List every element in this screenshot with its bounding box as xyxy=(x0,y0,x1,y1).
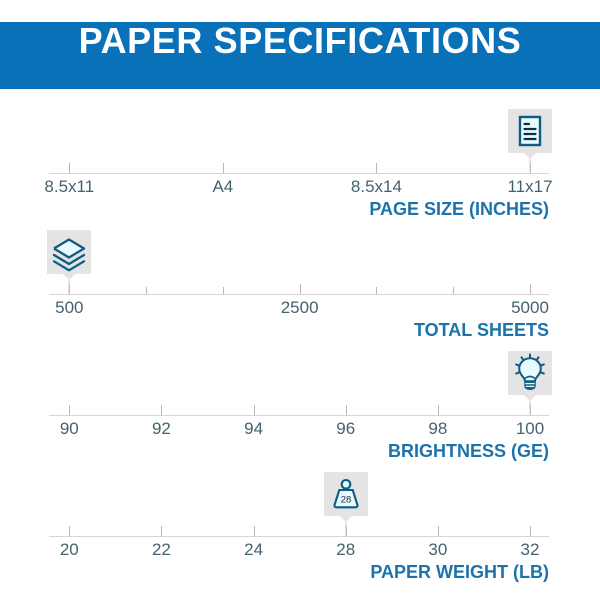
svg-text:28: 28 xyxy=(340,495,351,506)
